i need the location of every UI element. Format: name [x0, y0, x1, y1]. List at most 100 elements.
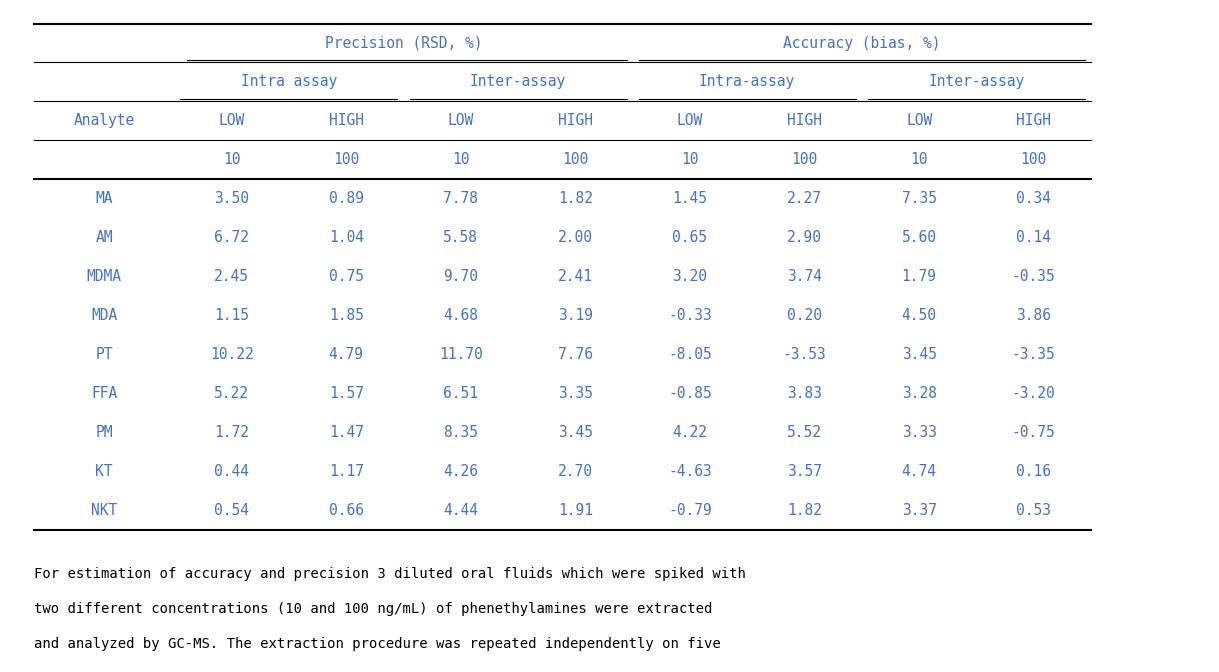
Text: 4.74: 4.74 [902, 464, 936, 479]
Text: 2.27: 2.27 [787, 192, 822, 206]
Text: AM: AM [95, 230, 113, 245]
Text: -0.85: -0.85 [668, 386, 712, 401]
Text: 100: 100 [791, 153, 818, 167]
Text: 0.14: 0.14 [1017, 230, 1051, 245]
Text: 100: 100 [562, 153, 589, 167]
Text: Inter-assay: Inter-assay [471, 75, 566, 89]
Text: 0.53: 0.53 [1017, 503, 1051, 518]
Text: 10.22: 10.22 [210, 347, 254, 362]
Text: 0.54: 0.54 [215, 503, 249, 518]
Text: 4.68: 4.68 [444, 308, 478, 323]
Text: 4.22: 4.22 [673, 425, 707, 440]
Text: 1.91: 1.91 [558, 503, 592, 518]
Text: LOW: LOW [906, 114, 933, 128]
Text: 7.35: 7.35 [902, 192, 936, 206]
Text: 7.76: 7.76 [558, 347, 592, 362]
Text: and analyzed by GC-MS. The extraction procedure was repeated independently on fi: and analyzed by GC-MS. The extraction pr… [34, 637, 720, 651]
Text: LOW: LOW [677, 114, 703, 128]
Text: HIGH: HIGH [329, 114, 363, 128]
Text: 10: 10 [911, 153, 928, 167]
Text: HIGH: HIGH [787, 114, 822, 128]
Text: Intra assay: Intra assay [241, 75, 336, 89]
Text: 3.57: 3.57 [787, 464, 822, 479]
Text: -3.20: -3.20 [1012, 386, 1056, 401]
Text: -8.05: -8.05 [668, 347, 712, 362]
Text: 1.79: 1.79 [902, 269, 936, 284]
Text: 0.65: 0.65 [673, 230, 707, 245]
Text: 1.04: 1.04 [329, 230, 363, 245]
Text: Inter-assay: Inter-assay [929, 75, 1024, 89]
Text: 3.83: 3.83 [787, 386, 822, 401]
Text: -4.63: -4.63 [668, 464, 712, 479]
Text: 1.17: 1.17 [329, 464, 363, 479]
Text: 3.33: 3.33 [902, 425, 936, 440]
Text: FFA: FFA [91, 386, 117, 401]
Text: NKT: NKT [91, 503, 117, 518]
Text: 1.47: 1.47 [329, 425, 363, 440]
Text: 1.45: 1.45 [673, 192, 707, 206]
Text: 3.19: 3.19 [558, 308, 592, 323]
Text: 7.78: 7.78 [444, 192, 478, 206]
Text: 2.41: 2.41 [558, 269, 592, 284]
Text: 10: 10 [681, 153, 698, 167]
Text: For estimation of accuracy and precision 3 diluted oral fluids which were spiked: For estimation of accuracy and precision… [34, 567, 746, 581]
Text: -0.79: -0.79 [668, 503, 712, 518]
Text: 3.35: 3.35 [558, 386, 592, 401]
Text: 8.35: 8.35 [444, 425, 478, 440]
Text: Analyte: Analyte [73, 114, 135, 128]
Text: 9.70: 9.70 [444, 269, 478, 284]
Text: -0.35: -0.35 [1012, 269, 1056, 284]
Text: 100: 100 [333, 153, 360, 167]
Text: 3.74: 3.74 [787, 269, 822, 284]
Text: MDA: MDA [91, 308, 117, 323]
Text: 0.66: 0.66 [329, 503, 363, 518]
Text: 2.00: 2.00 [558, 230, 592, 245]
Text: 3.28: 3.28 [902, 386, 936, 401]
Text: 1.82: 1.82 [558, 192, 592, 206]
Text: 1.57: 1.57 [329, 386, 363, 401]
Text: 3.86: 3.86 [1017, 308, 1051, 323]
Text: 3.20: 3.20 [673, 269, 707, 284]
Text: 2.70: 2.70 [558, 464, 592, 479]
Text: -0.75: -0.75 [1012, 425, 1056, 440]
Text: 3.45: 3.45 [558, 425, 592, 440]
Text: 1.15: 1.15 [215, 308, 249, 323]
Text: 5.22: 5.22 [215, 386, 249, 401]
Text: 4.50: 4.50 [902, 308, 936, 323]
Text: MDMA: MDMA [87, 269, 122, 284]
Text: 2.45: 2.45 [215, 269, 249, 284]
Text: LOW: LOW [447, 114, 474, 128]
Text: 0.34: 0.34 [1017, 192, 1051, 206]
Text: 2.90: 2.90 [787, 230, 822, 245]
Text: 5.60: 5.60 [902, 230, 936, 245]
Text: 0.16: 0.16 [1017, 464, 1051, 479]
Text: -3.35: -3.35 [1012, 347, 1056, 362]
Text: 1.82: 1.82 [787, 503, 822, 518]
Text: PT: PT [95, 347, 113, 362]
Text: 10: 10 [223, 153, 240, 167]
Text: 0.75: 0.75 [329, 269, 363, 284]
Text: -3.53: -3.53 [783, 347, 826, 362]
Text: 10: 10 [452, 153, 469, 167]
Text: HIGH: HIGH [1017, 114, 1051, 128]
Text: 4.44: 4.44 [444, 503, 478, 518]
Text: 6.51: 6.51 [444, 386, 478, 401]
Text: 11.70: 11.70 [439, 347, 483, 362]
Text: HIGH: HIGH [558, 114, 592, 128]
Text: 1.72: 1.72 [215, 425, 249, 440]
Text: 5.52: 5.52 [787, 425, 822, 440]
Text: 4.79: 4.79 [329, 347, 363, 362]
Text: 0.44: 0.44 [215, 464, 249, 479]
Text: -0.33: -0.33 [668, 308, 712, 323]
Text: 5.58: 5.58 [444, 230, 478, 245]
Text: PM: PM [95, 425, 113, 440]
Text: 4.26: 4.26 [444, 464, 478, 479]
Text: 3.37: 3.37 [902, 503, 936, 518]
Text: MA: MA [95, 192, 113, 206]
Text: Precision (RSD, %): Precision (RSD, %) [324, 36, 483, 50]
Text: 1.85: 1.85 [329, 308, 363, 323]
Text: Intra-assay: Intra-assay [700, 75, 795, 89]
Text: 0.20: 0.20 [787, 308, 822, 323]
Text: 0.89: 0.89 [329, 192, 363, 206]
Text: 3.45: 3.45 [902, 347, 936, 362]
